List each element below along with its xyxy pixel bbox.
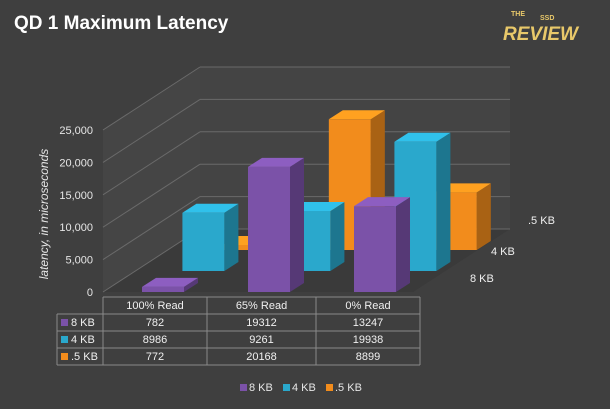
table-swatch <box>61 336 68 343</box>
bar-top <box>248 157 304 167</box>
table-cell: 19938 <box>353 334 384 346</box>
table-header: 0% Read <box>345 300 390 312</box>
table-swatch <box>61 353 68 360</box>
table-cell: 9261 <box>249 334 273 346</box>
bar-front <box>222 244 265 250</box>
gridline-side <box>102 98 201 163</box>
chart-bars <box>142 110 491 292</box>
table-series-name: 8 KB <box>71 317 95 329</box>
y-tick-label: 25,000 <box>59 125 93 137</box>
bar-top <box>394 132 451 142</box>
y-axis-ticks: 0 5,000 10,000 15,000 20,000 25,000 <box>59 125 93 299</box>
gridline-side <box>102 196 201 261</box>
bar-side <box>476 183 491 250</box>
bar-side <box>436 132 451 271</box>
y-tick-label: 15,000 <box>59 190 93 202</box>
table-cell: 782 <box>146 317 164 329</box>
y-tick-label: 10,000 <box>59 222 93 234</box>
table-series-name: 4 KB <box>71 334 95 346</box>
logo-the: THE <box>511 11 525 18</box>
bar-front <box>142 286 184 292</box>
bar <box>248 157 304 292</box>
bar-side <box>184 277 198 292</box>
legend-swatch <box>326 384 333 391</box>
table-cell: 8986 <box>143 334 167 346</box>
bar <box>142 277 198 292</box>
gridline-side <box>102 131 201 196</box>
bar-top <box>182 203 239 213</box>
table-series-name: .5 KB <box>71 351 98 363</box>
side-wall <box>103 67 200 292</box>
legend-swatch <box>283 384 290 391</box>
table-cell: 8899 <box>356 351 380 363</box>
bar-top <box>142 277 198 287</box>
table-header: 100% Read <box>126 300 184 312</box>
bar <box>354 197 410 292</box>
y-tick-label: 5,000 <box>65 255 93 267</box>
series-depth-labels: 8 KB 4 KB .5 KB <box>470 215 555 285</box>
logo-ssd: SSD <box>540 15 554 22</box>
bar-side <box>396 197 410 292</box>
bar-top <box>328 110 385 120</box>
table-cell: 19312 <box>246 317 277 329</box>
y-tick-label: 20,000 <box>59 157 93 169</box>
bar <box>182 203 239 271</box>
depth-label: 4 KB <box>491 246 515 258</box>
bar-front <box>354 206 396 292</box>
bar-front <box>248 166 290 292</box>
depth-label: 8 KB <box>470 273 494 285</box>
gridline-side <box>102 66 201 131</box>
gridline-side <box>102 163 201 228</box>
legend-label: 8 KB <box>249 382 273 394</box>
table-cell: 13247 <box>353 317 384 329</box>
legend-swatch <box>240 384 247 391</box>
logo-review: REVIEW <box>503 24 580 45</box>
bar-front <box>182 212 225 271</box>
data-table: 100% Read 65% Read 0% Read 8 KB 782 19312 1324… <box>56 296 421 366</box>
chart-legend: 8 KB 4 KB .5 KB <box>240 382 362 394</box>
bar-side <box>224 203 239 271</box>
legend-label: .5 KB <box>335 382 362 394</box>
bar-side <box>290 157 304 292</box>
depth-label: .5 KB <box>528 215 555 227</box>
bar-top <box>354 197 410 207</box>
bar-side <box>330 201 345 271</box>
chart-title: QD 1 Maximum Latency <box>14 13 229 34</box>
y-axis-label: latency, in microseconds <box>37 149 51 280</box>
brand-logo: THE SSD REVIEW <box>503 11 580 45</box>
table-header: 65% Read <box>236 300 287 312</box>
table-cell: 772 <box>146 351 164 363</box>
y-tick-label: 0 <box>87 287 93 299</box>
table-cell: 20168 <box>246 351 277 363</box>
table-swatch <box>61 319 68 326</box>
legend-label: 4 KB <box>292 382 316 394</box>
